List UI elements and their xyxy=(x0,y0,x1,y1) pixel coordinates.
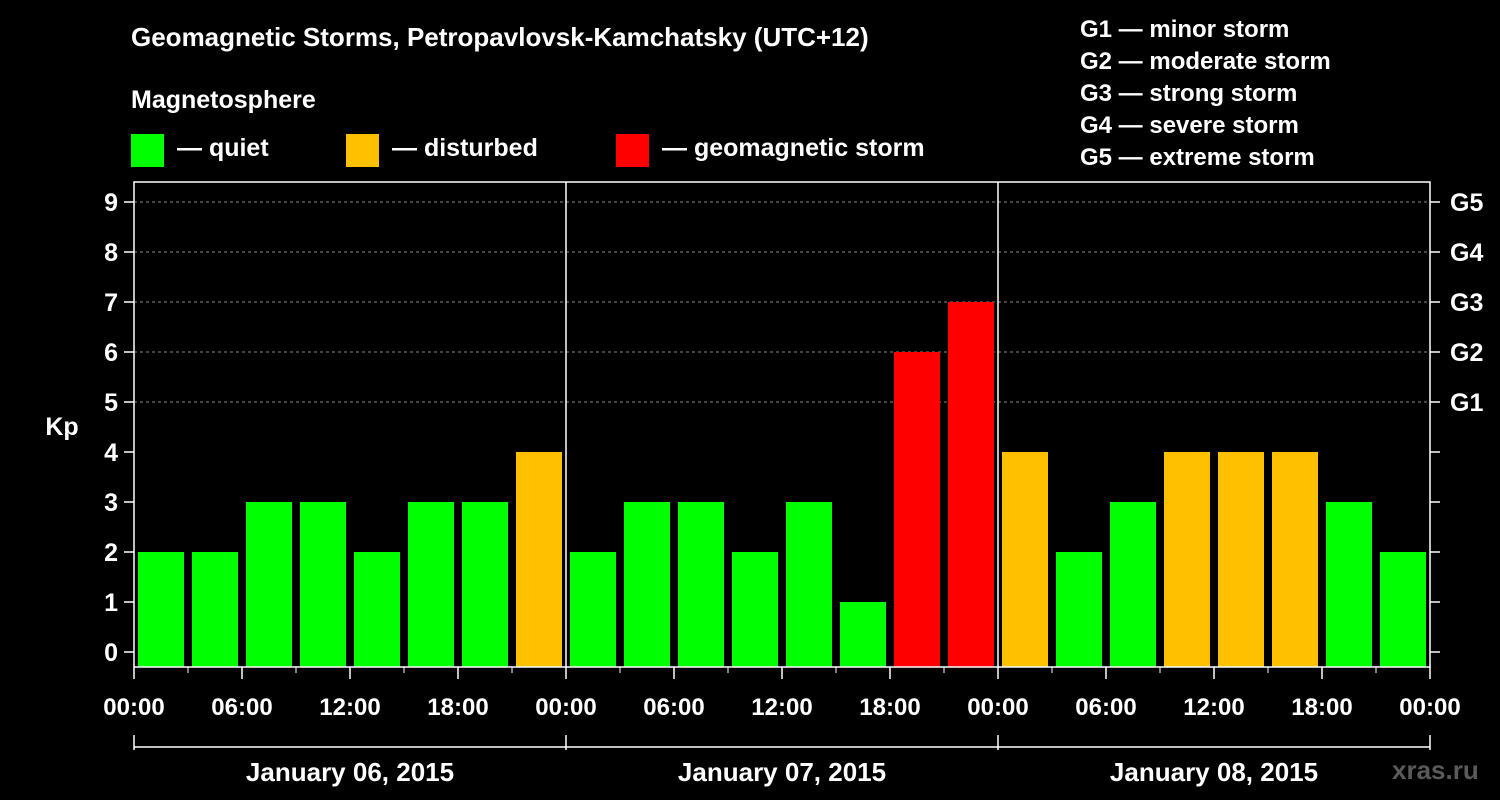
legend-title: Magnetosphere xyxy=(131,86,316,114)
bar-17 xyxy=(1056,552,1102,667)
bar-6 xyxy=(462,502,508,667)
x-tick-label-5: 06:00 xyxy=(643,694,704,721)
x-tick-label-2: 12:00 xyxy=(319,694,380,721)
bar-11 xyxy=(732,552,778,667)
y-tick-label-0: 0 xyxy=(104,639,118,667)
legend-swatch-quiet xyxy=(131,134,164,167)
bar-21 xyxy=(1272,452,1318,667)
bar-14 xyxy=(894,352,940,667)
x-tick-label-7: 18:00 xyxy=(859,694,920,721)
y-tick-label-7: 7 xyxy=(104,289,118,317)
bar-2 xyxy=(246,502,292,667)
legend-label-disturbed: — disturbed xyxy=(392,134,538,162)
y-tick-label-5: 5 xyxy=(104,389,118,417)
y-tick-label-2: 2 xyxy=(104,539,118,567)
legend-item-quiet: — quiet xyxy=(131,134,331,168)
right-tick-label-G2: G2 xyxy=(1450,339,1483,367)
bar-7 xyxy=(516,452,562,667)
right-tick-label-G3: G3 xyxy=(1450,289,1483,317)
x-tick-label-12: 00:00 xyxy=(1399,694,1460,721)
legend-item-storm: — geomagnetic storm xyxy=(616,134,956,168)
y-tick-label-8: 8 xyxy=(104,239,118,267)
bar-3 xyxy=(300,502,346,667)
bar-4 xyxy=(354,552,400,667)
x-tick-label-4: 00:00 xyxy=(535,694,596,721)
right-tick-label-G5: G5 xyxy=(1450,189,1483,217)
x-tick-label-6: 12:00 xyxy=(751,694,812,721)
bar-10 xyxy=(678,502,724,667)
y-tick-label-9: 9 xyxy=(104,189,118,217)
bar-12 xyxy=(786,502,832,667)
x-tick-label-8: 00:00 xyxy=(967,694,1028,721)
bar-0 xyxy=(138,552,184,667)
bar-16 xyxy=(1002,452,1048,667)
bar-22 xyxy=(1326,502,1372,667)
storm-level-g5: G5 — extreme storm xyxy=(1080,144,1315,171)
day-label-0: January 06, 2015 xyxy=(246,757,454,787)
legend-label-storm: — geomagnetic storm xyxy=(662,134,925,162)
bar-19 xyxy=(1164,452,1210,667)
legend-swatch-storm xyxy=(616,134,649,167)
x-tick-label-1: 06:00 xyxy=(211,694,272,721)
chart-title: Geomagnetic Storms, Petropavlovsk-Kamcha… xyxy=(131,22,869,52)
storm-level-g2: G2 — moderate storm xyxy=(1080,48,1331,75)
legend-label-quiet: — quiet xyxy=(177,134,269,162)
bar-9 xyxy=(624,502,670,667)
bar-20 xyxy=(1218,452,1264,667)
right-tick-label-G4: G4 xyxy=(1450,239,1483,267)
x-tick-label-0: 00:00 xyxy=(103,694,164,721)
y-axis-label: Kp xyxy=(45,413,78,441)
legend-swatch-disturbed xyxy=(346,134,379,167)
bar-8 xyxy=(570,552,616,667)
right-tick-label-G1: G1 xyxy=(1450,389,1483,417)
x-tick-label-11: 18:00 xyxy=(1291,694,1352,721)
storm-level-g4: G4 — severe storm xyxy=(1080,112,1299,139)
legend-item-disturbed: — disturbed xyxy=(346,134,586,168)
y-tick-label-3: 3 xyxy=(104,489,118,517)
storm-level-g3: G3 — strong storm xyxy=(1080,80,1298,107)
bar-1 xyxy=(192,552,238,667)
bar-5 xyxy=(408,502,454,667)
storm-level-legend: G1 — minor storm G2 — moderate storm G3 … xyxy=(1080,14,1331,174)
y-tick-label-4: 4 xyxy=(104,439,118,467)
bar-18 xyxy=(1110,502,1156,667)
y-tick-label-1: 1 xyxy=(104,589,118,617)
x-tick-label-3: 18:00 xyxy=(427,694,488,721)
day-label-2: January 08, 2015 xyxy=(1110,757,1318,787)
bar-13 xyxy=(840,602,886,667)
storm-level-g1: G1 — minor storm xyxy=(1080,16,1290,43)
x-tick-label-9: 06:00 xyxy=(1075,694,1136,721)
y-tick-label-6: 6 xyxy=(104,339,118,367)
day-label-1: January 07, 2015 xyxy=(678,757,886,787)
bar-15 xyxy=(948,302,994,667)
bar-23 xyxy=(1380,552,1426,667)
watermark: xras.ru xyxy=(1392,755,1479,785)
x-tick-label-10: 12:00 xyxy=(1183,694,1244,721)
